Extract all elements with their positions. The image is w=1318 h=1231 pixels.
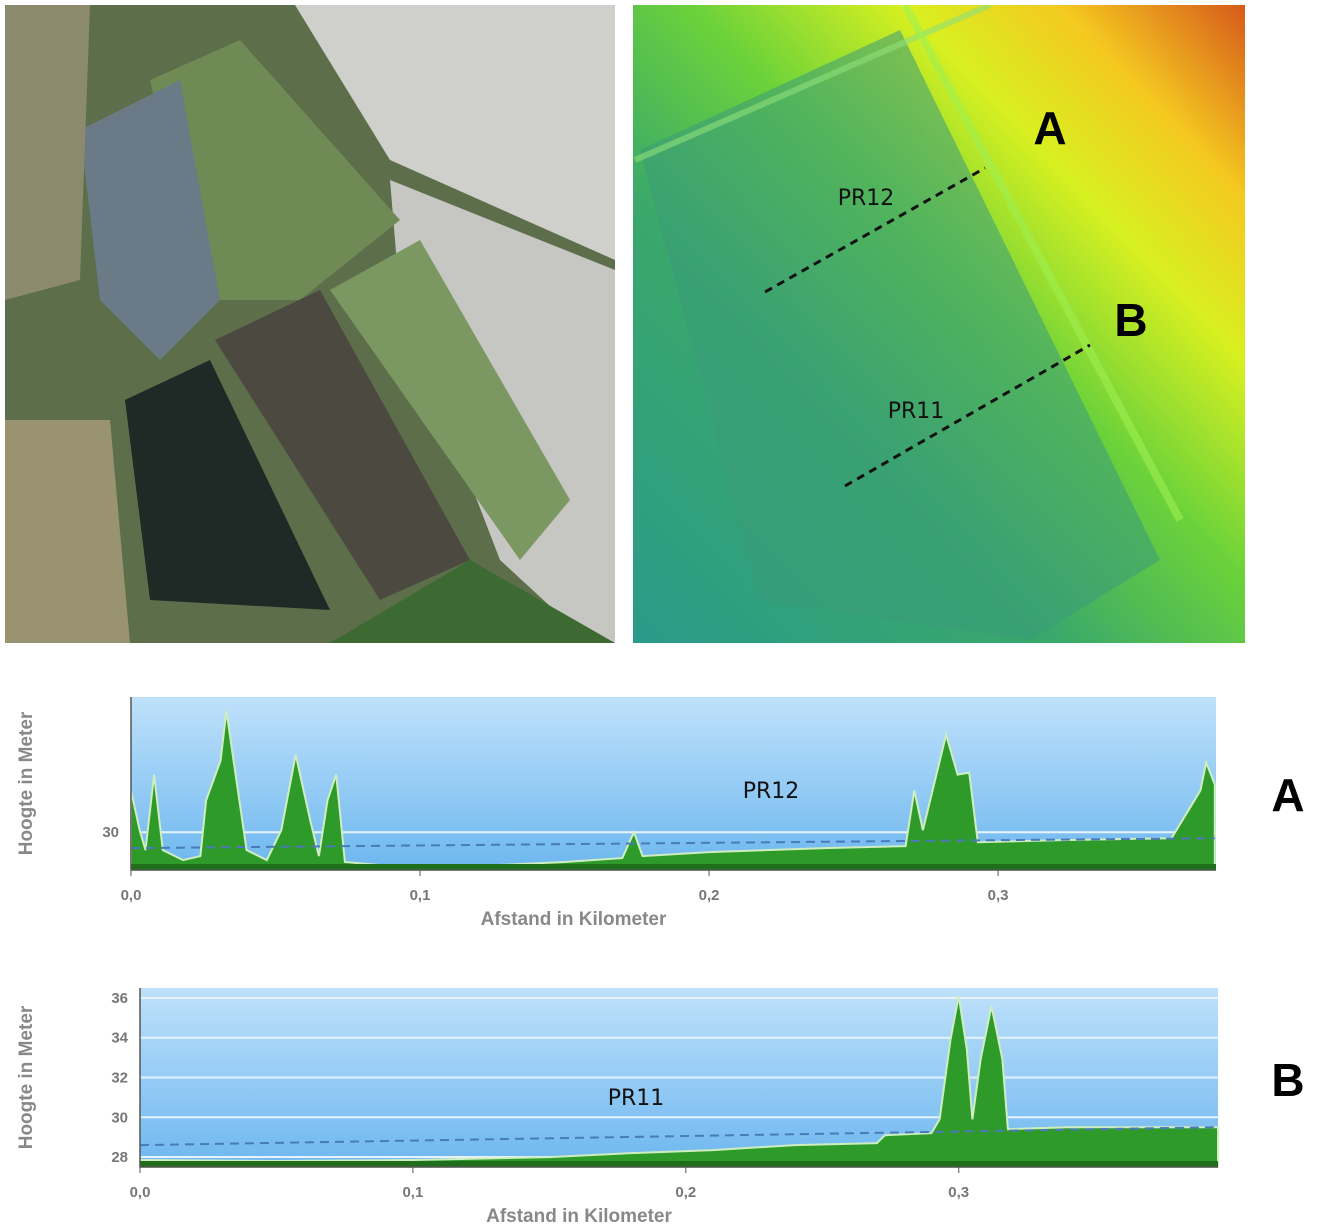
y-tick-label: 32 (111, 1070, 128, 1087)
profile-label: PR11 (888, 399, 945, 424)
y-axis-title: Hoogte in Meter (16, 711, 37, 855)
x-tick-label: 0,1 (402, 1184, 423, 1201)
y-tick-label: 34 (111, 1030, 128, 1047)
x-axis-title: Afstand in Kilometer (481, 909, 667, 930)
point-label: B (1114, 294, 1147, 346)
x-tick-label: 0,3 (948, 1184, 969, 1201)
y-tick-label: 30 (111, 1109, 128, 1126)
figure: PR12 PR11 A B 30 0,0 0,1 0,2 0,3 Afstand in K… (0, 0, 1318, 1231)
profile-annotation: PR12 (743, 779, 800, 804)
x-tick-label: 0,1 (410, 887, 431, 904)
panel-label: B (1271, 1054, 1304, 1106)
x-tick-label: 0,0 (121, 887, 142, 904)
elevation-map: PR12 PR11 A B (633, 5, 1245, 643)
y-tick-label: 30 (102, 824, 119, 841)
x-tick-label: 0,2 (675, 1184, 696, 1201)
profile-label: PR12 (838, 186, 895, 211)
x-axis-title: Afstand in Kilometer (486, 1206, 672, 1227)
baseline (140, 1161, 1218, 1167)
aerial-photo (5, 5, 615, 643)
panel-label: A (1271, 769, 1304, 821)
x-tick-label: 0,2 (699, 887, 720, 904)
y-axis-title: Hoogte in Meter (16, 1005, 37, 1149)
x-tick-label: 0,3 (988, 887, 1009, 904)
baseline (131, 864, 1216, 870)
y-tick-label: 28 (111, 1149, 128, 1166)
point-label: A (1033, 102, 1066, 154)
x-tick-label: 0,0 (130, 1184, 151, 1201)
profile-annotation: PR11 (608, 1086, 665, 1111)
y-tick-label: 36 (111, 990, 128, 1007)
